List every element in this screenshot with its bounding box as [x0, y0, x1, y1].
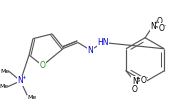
- Text: O: O: [140, 76, 146, 85]
- Text: -: -: [146, 75, 148, 81]
- Text: O: O: [40, 61, 45, 70]
- Text: O: O: [157, 17, 162, 26]
- Text: Me: Me: [27, 95, 36, 100]
- Text: -: -: [164, 23, 166, 28]
- Text: +: +: [135, 76, 139, 81]
- Text: O: O: [158, 24, 164, 33]
- Text: N: N: [132, 77, 138, 86]
- Text: +: +: [22, 75, 26, 80]
- Text: N: N: [150, 22, 156, 31]
- Text: N: N: [87, 46, 93, 55]
- Text: Me: Me: [0, 84, 9, 89]
- Text: O: O: [132, 85, 138, 94]
- Text: +: +: [154, 20, 158, 25]
- Text: HN: HN: [97, 38, 109, 47]
- Text: Me: Me: [1, 69, 10, 74]
- Text: N: N: [18, 76, 23, 85]
